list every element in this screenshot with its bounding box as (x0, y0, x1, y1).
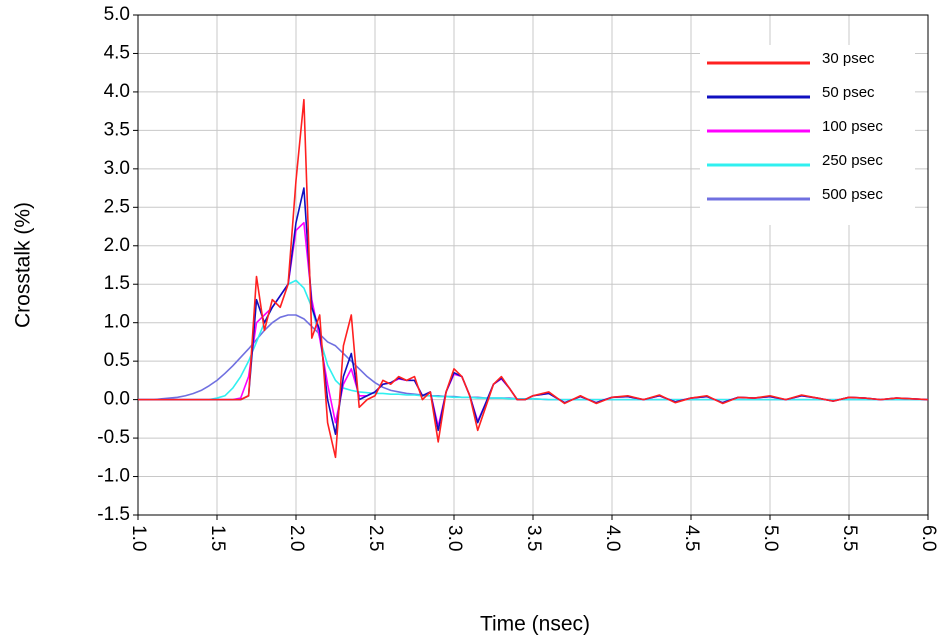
x-tick-label: 1.5 (207, 525, 228, 551)
x-tick-label: 3.0 (444, 525, 465, 551)
legend-label: 30 psec (822, 50, 875, 67)
y-tick-label: -0.5 (97, 427, 130, 448)
x-tick-label: 4.5 (681, 525, 702, 551)
legend-label: 50 psec (822, 84, 875, 101)
x-axis-label: Time (nsec) (480, 613, 590, 636)
x-tick-label: 3.5 (523, 525, 544, 551)
y-tick-label: -1.5 (97, 504, 130, 525)
x-tick-label: 5.0 (760, 525, 781, 551)
legend-label: 250 psec (822, 152, 883, 169)
y-tick-label: -1.0 (97, 466, 130, 487)
y-tick-label: 1.5 (104, 273, 130, 294)
legend-label: 100 psec (822, 118, 883, 135)
x-tick-label: 2.5 (365, 525, 386, 551)
legend-box (700, 45, 915, 225)
y-tick-label: 2.5 (104, 196, 130, 217)
x-tick-label: 5.5 (839, 525, 860, 551)
y-tick-label: 3.5 (104, 119, 130, 140)
y-axis-label: Crosstalk (%) (12, 202, 35, 328)
series-line (138, 98, 929, 459)
y-tick-label: 0.0 (104, 389, 130, 410)
y-tick-label: 1.0 (104, 312, 130, 333)
legend-label: 500 psec (822, 186, 883, 203)
x-tick-label: 6.0 (918, 525, 939, 551)
x-tick-label: 4.0 (602, 525, 623, 551)
y-tick-label: 3.0 (104, 158, 130, 179)
y-tick-label: 0.5 (104, 350, 130, 371)
y-tick-label: 2.0 (104, 235, 130, 256)
y-tick-label: 4.5 (104, 42, 130, 63)
y-tick-label: 5.0 (104, 4, 130, 25)
x-tick-label: 2.0 (286, 525, 307, 551)
plot-border (137, 14, 929, 516)
y-tick-label: 4.0 (104, 81, 130, 102)
x-tick-label: 1.0 (128, 525, 149, 551)
legend: 30 psec 50 psec 100 psec 250 psec 500 psec (700, 45, 915, 225)
